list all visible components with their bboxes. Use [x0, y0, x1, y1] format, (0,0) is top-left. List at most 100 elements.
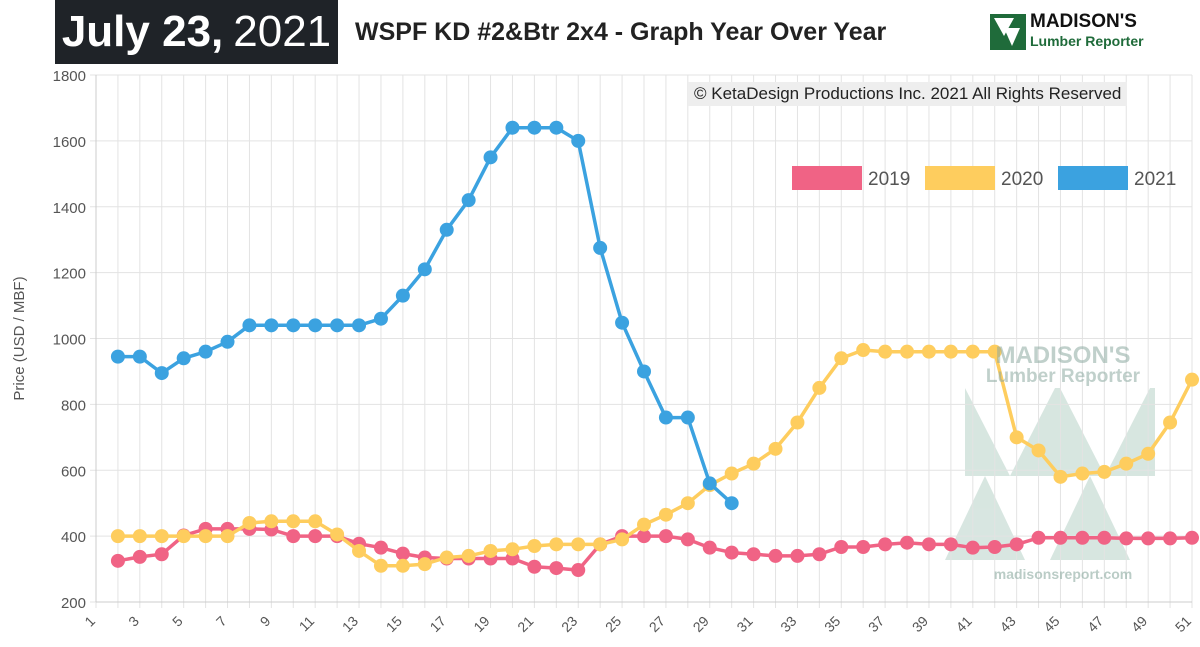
data-point-2019 [1075, 530, 1090, 545]
data-point-2021 [637, 364, 651, 379]
y-tick-label: 1600 [53, 134, 86, 151]
data-point-2020 [615, 532, 630, 547]
data-point-2019 [373, 540, 388, 555]
data-point-2021 [132, 349, 147, 364]
data-point-2020 [746, 456, 761, 471]
data-point-2020 [593, 537, 608, 552]
data-point-2020 [198, 529, 213, 544]
data-point-2021 [154, 366, 169, 381]
y-tick-label: 1200 [53, 266, 86, 283]
data-point-2019 [812, 547, 827, 562]
data-point-2020 [1141, 446, 1156, 461]
data-point-2021 [198, 344, 213, 359]
data-point-2020 [1009, 430, 1024, 445]
data-point-2020 [987, 344, 1002, 359]
data-point-2020 [110, 529, 125, 544]
data-point-2020 [242, 515, 257, 530]
x-tick-label: 25 [602, 613, 624, 635]
data-point-2019 [987, 539, 1002, 554]
watermark-url: madisonsreport.com [993, 566, 1133, 582]
x-tick-label: 5 [169, 613, 186, 630]
data-point-2020 [308, 514, 323, 529]
y-tick-label: 600 [61, 463, 86, 480]
y-tick-label: 200 [61, 595, 86, 612]
y-tick-label: 1800 [53, 68, 86, 85]
watermark-subtitle: Lumber Reporter [985, 366, 1141, 387]
data-point-2019 [900, 535, 915, 550]
data-point-2021 [483, 150, 498, 165]
data-point-2021 [461, 193, 476, 208]
y-tick-label: 1400 [53, 200, 86, 217]
logo-wordmark: MADISON'S [1030, 11, 1137, 32]
data-point-2021 [549, 120, 564, 135]
data-point-2019 [1009, 537, 1024, 552]
x-tick-label: 47 [1084, 613, 1106, 635]
y-axis-title: Price (USD / MBF) [11, 276, 28, 400]
madisons-logo: MADISON'S Lumber Reporter [990, 12, 1190, 52]
data-point-2019 [746, 547, 761, 562]
data-point-2019 [527, 559, 542, 574]
y-tick-label: 400 [61, 529, 86, 546]
data-point-2020 [1075, 466, 1090, 481]
data-point-2020 [637, 517, 651, 532]
data-point-2021 [110, 349, 125, 364]
x-tick-label: 11 [296, 613, 318, 635]
logo-subtitle: Lumber Reporter [1030, 33, 1144, 49]
data-point-2020 [461, 548, 476, 563]
x-tick-label: 29 [690, 613, 712, 635]
data-point-2021 [220, 334, 235, 349]
data-point-2021 [593, 240, 608, 255]
data-point-2020 [1031, 443, 1046, 458]
data-point-2020 [856, 343, 871, 358]
data-point-2019 [637, 529, 651, 544]
data-point-2020 [330, 527, 345, 542]
x-tick-label: 41 [953, 613, 975, 635]
x-tick-label: 21 [514, 613, 536, 635]
data-point-2019 [549, 561, 564, 576]
x-tick-label: 39 [909, 613, 931, 635]
data-point-2019 [286, 529, 301, 544]
data-point-2019 [680, 532, 695, 547]
x-tick-label: 33 [777, 613, 799, 635]
x-tick-label: 37 [865, 613, 887, 635]
x-tick-label: 35 [821, 613, 843, 635]
data-point-2020 [680, 496, 695, 511]
data-point-2021 [264, 318, 279, 333]
data-point-2019 [768, 548, 783, 563]
tree-logo-icon [990, 14, 1026, 50]
data-point-2020 [176, 529, 191, 544]
data-point-2019 [943, 537, 958, 552]
data-point-2019 [856, 539, 871, 554]
data-point-2020 [724, 466, 739, 481]
data-point-2019 [878, 537, 893, 552]
data-point-2019 [1053, 530, 1068, 545]
x-tick-label: 19 [470, 613, 492, 635]
data-point-2019 [921, 537, 936, 552]
data-point-2021 [373, 311, 388, 326]
series-line-2019 [117, 527, 1193, 572]
data-point-2021 [615, 315, 630, 330]
y-tick-label: 1000 [53, 332, 86, 349]
data-point-2020 [571, 537, 586, 552]
data-point-2020 [373, 558, 388, 573]
data-point-2021 [571, 133, 586, 148]
data-point-2020 [352, 543, 367, 558]
x-tick-label: 7 [213, 613, 230, 630]
x-tick-label: 31 [733, 613, 755, 635]
data-point-2020 [505, 542, 520, 557]
x-tick-label: 43 [996, 613, 1018, 635]
data-point-2019 [110, 553, 125, 568]
legend-label-2019: 2019 [868, 169, 910, 190]
data-point-2020 [417, 557, 432, 572]
data-point-2019 [1031, 530, 1046, 545]
legend-label-2021: 2021 [1134, 169, 1176, 190]
legend-swatch-2019 [792, 166, 862, 190]
data-point-2021 [680, 410, 695, 425]
data-point-2019 [1163, 531, 1178, 546]
data-point-2019 [395, 546, 410, 561]
data-point-2019 [724, 545, 739, 560]
legend-label-2020: 2020 [1001, 169, 1043, 190]
x-tick-label: 23 [558, 613, 580, 635]
data-point-2020 [132, 529, 147, 544]
